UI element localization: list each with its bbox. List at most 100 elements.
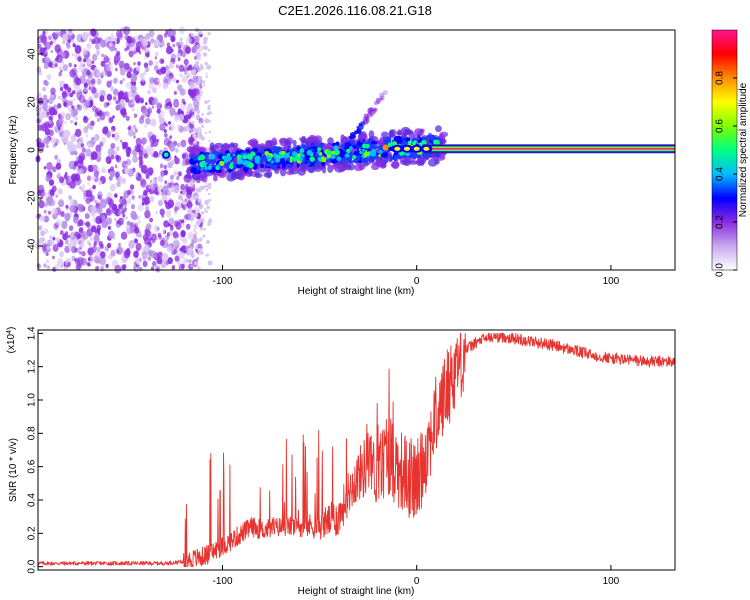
noise-dot: [172, 43, 176, 48]
signal-highlight: [321, 157, 324, 161]
spectrogram-y-ticks: -40 -20 0 20 40: [27, 48, 43, 253]
noise-dot: [61, 220, 68, 230]
noise-dot: [199, 84, 203, 89]
noise-dot: [139, 266, 143, 272]
noise-dot: [65, 139, 69, 144]
noise-dot: [39, 237, 45, 244]
signal-highlight: [421, 140, 427, 146]
snr-line: [37, 332, 676, 568]
noise-dot: [145, 33, 151, 40]
signal-blob: [353, 164, 364, 172]
noise-dot: [196, 109, 201, 114]
harmonic-blob: [351, 134, 357, 140]
signal-highlight: [309, 156, 316, 162]
noise-dot: [109, 166, 115, 172]
noise-dot: [38, 213, 42, 218]
noise-dot: [198, 203, 204, 210]
noise-dot: [185, 213, 192, 221]
noise-dot: [69, 232, 76, 240]
spectrogram-x-ticks: -100 0 100: [212, 265, 620, 287]
noise-dot: [76, 106, 80, 110]
noise-dot: [151, 238, 156, 244]
noise-dot: [48, 179, 55, 186]
noise-dot: [160, 58, 165, 64]
noise-dot: [135, 258, 141, 266]
noise-dot: [147, 113, 150, 118]
noise-dot: [169, 123, 175, 131]
noise-dot: [88, 86, 92, 91]
noise-dot: [171, 187, 175, 192]
noise-dot: [86, 261, 91, 267]
noise-dot: [174, 115, 180, 122]
noise-dot: [53, 110, 58, 116]
noise-dot: [139, 159, 144, 166]
noise-dot: [118, 242, 121, 247]
noise-dot: [160, 192, 164, 196]
noise-dot: [165, 30, 168, 34]
noise-dot: [100, 39, 107, 48]
isolated-blob-core: [163, 152, 169, 158]
noise-dot: [193, 195, 199, 200]
noise-dot: [107, 242, 112, 249]
noise-dot: [203, 208, 206, 211]
noise-dot: [88, 242, 92, 247]
signal-blob: [213, 174, 218, 182]
noise-dot: [172, 238, 180, 247]
noise-dot: [177, 142, 181, 148]
noise-dot: [113, 217, 117, 222]
noise-dot: [148, 81, 155, 90]
noise-dot: [186, 188, 192, 196]
noise-dot: [125, 115, 130, 122]
noise-dot: [174, 185, 180, 193]
noise-dot: [187, 88, 194, 96]
noise-dot: [79, 242, 85, 249]
noise-dot: [114, 193, 118, 198]
noise-dot: [59, 87, 64, 92]
noise-dot: [100, 72, 104, 78]
noise-dot: [59, 118, 64, 124]
noise-dot: [116, 102, 123, 111]
noise-dot: [187, 247, 193, 256]
carrier-bead-core: [423, 146, 430, 151]
noise-dot: [187, 231, 194, 240]
noise-dot: [127, 189, 131, 195]
noise-dot: [184, 198, 188, 203]
noise-dot: [109, 183, 116, 192]
noise-dot: [47, 196, 54, 205]
noise-dot: [72, 43, 76, 48]
noise-dot: [64, 171, 68, 176]
noise-dot: [202, 234, 206, 238]
noise-dot: [188, 259, 192, 264]
noise-dot: [192, 87, 200, 97]
noise-dot: [173, 249, 177, 255]
noise-dot: [83, 58, 87, 63]
noise-dot: [129, 42, 136, 51]
noise-dot: [92, 184, 96, 190]
noise-dot: [190, 264, 193, 267]
noise-dot: [77, 56, 82, 62]
noise-dot: [91, 86, 97, 94]
noise-dot: [193, 128, 197, 132]
noise-dot: [196, 129, 199, 132]
noise-dot: [164, 180, 168, 184]
signal-highlight: [359, 150, 363, 155]
noise-dot: [59, 230, 64, 236]
noise-dot: [71, 53, 75, 57]
signal-blob: [320, 148, 324, 153]
noise-dot: [85, 213, 90, 220]
noise-dot: [74, 150, 78, 156]
noise-dot: [46, 112, 50, 116]
noise-dot: [132, 107, 135, 112]
noise-dot: [69, 100, 73, 106]
noise-dot: [194, 55, 198, 60]
colorbar-bar: [712, 30, 737, 270]
noise-dot: [113, 88, 119, 96]
noise-dot: [149, 195, 155, 203]
noise-dot: [87, 257, 91, 262]
noise-dot: [196, 256, 199, 261]
noise-dot: [165, 98, 172, 107]
noise-dot: [58, 71, 62, 77]
signal-highlight: [391, 142, 396, 146]
signal-blob: [416, 154, 422, 159]
colorbar-tick-label: 0.2: [715, 215, 726, 229]
